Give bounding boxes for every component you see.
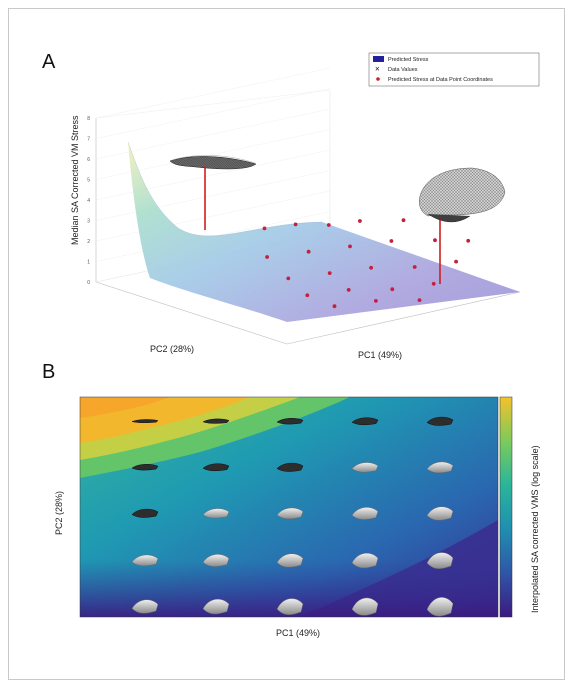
heatmap-frame bbox=[79, 396, 499, 618]
data-point bbox=[369, 265, 373, 270]
shape-thumbnail bbox=[351, 507, 379, 520]
panel-a-3d-surface: 0 1 2 3 4 5 6 7 8 Median SA Corrected VM Stress bbox=[70, 52, 540, 360]
panel-b-heatmap: PC1 (49%) PC2 (28%) Interpolated SA corr… bbox=[54, 396, 540, 638]
legend: Predicted Stress × Data Values Predicted… bbox=[368, 52, 540, 87]
legend-swatch-surface bbox=[373, 56, 384, 62]
predicted-stress-surface bbox=[128, 142, 520, 322]
shape-thumbnail bbox=[202, 463, 230, 472]
shape-thumbnail bbox=[426, 597, 454, 617]
data-point bbox=[293, 222, 298, 227]
data-point bbox=[374, 299, 378, 303]
legend-swatch-x: × bbox=[375, 65, 380, 74]
data-point bbox=[401, 218, 406, 223]
z-tick: 0 bbox=[87, 280, 90, 286]
data-point bbox=[389, 239, 394, 243]
pc1-axis-line bbox=[286, 291, 521, 345]
pc2-axis-line bbox=[95, 281, 288, 345]
z-tick: 4 bbox=[87, 198, 90, 204]
heatmap-field bbox=[80, 397, 498, 617]
shape-thumbnail bbox=[202, 554, 230, 567]
shape-thumbnail bbox=[202, 598, 230, 615]
data-point bbox=[332, 304, 337, 309]
shape-thumbnail bbox=[426, 461, 454, 474]
data-point bbox=[417, 298, 422, 302]
heatmap-x-axis-label: PC1 (49%) bbox=[276, 628, 320, 638]
shape-thumbnail bbox=[351, 462, 379, 473]
z-gridline bbox=[95, 108, 331, 160]
shape-thumbnail bbox=[131, 419, 159, 423]
figure-frame bbox=[8, 8, 565, 680]
data-point bbox=[326, 223, 331, 227]
data-point bbox=[265, 255, 269, 259]
data-point bbox=[358, 219, 362, 223]
legend-entry-predicted: Predicted Stress bbox=[388, 57, 429, 63]
data-points bbox=[262, 212, 471, 309]
broad-shape-thumbnail bbox=[419, 167, 506, 223]
data-point bbox=[433, 238, 437, 243]
data-point bbox=[305, 293, 310, 298]
z-tick: 3 bbox=[87, 219, 90, 225]
data-point bbox=[306, 249, 311, 254]
shape-thumbnail bbox=[276, 462, 304, 472]
shape-thumbnail bbox=[351, 417, 379, 426]
data-point bbox=[346, 288, 351, 292]
colorbar bbox=[499, 396, 513, 618]
data-point bbox=[327, 271, 332, 275]
shape-thumbnail bbox=[276, 598, 304, 615]
z-tick: 6 bbox=[87, 157, 90, 163]
pc1-axis-label: PC1 (49%) bbox=[358, 350, 402, 360]
shape-thumbnail bbox=[202, 508, 230, 519]
z-tick-labels: 0 1 2 3 4 5 6 7 8 bbox=[87, 116, 90, 286]
z-tick: 8 bbox=[87, 116, 90, 122]
legend-entry-at-data: Predicted Stress at Data Point Coordinat… bbox=[388, 77, 493, 83]
legend-swatch-dot bbox=[376, 77, 380, 81]
data-point bbox=[412, 265, 417, 269]
z-gridline bbox=[95, 88, 331, 139]
pc2-axis-label: PC2 (28%) bbox=[150, 344, 194, 354]
colorbar-label: Interpolated SA corrected VMS (log scale… bbox=[530, 445, 540, 613]
z-gridline bbox=[95, 190, 331, 242]
shape-thumbnail bbox=[131, 599, 159, 614]
shape-thumbnail bbox=[276, 418, 304, 425]
panel-a-label: A bbox=[42, 51, 56, 73]
shape-thumbnail bbox=[276, 507, 304, 520]
z-gridline bbox=[95, 170, 331, 221]
data-point bbox=[262, 226, 267, 231]
shape-thumbnail bbox=[351, 552, 379, 569]
heatmap-y-axis-label: PC2 (28%) bbox=[54, 491, 64, 535]
data-point bbox=[286, 276, 291, 281]
shape-thumbnail bbox=[131, 508, 159, 518]
data-point bbox=[390, 287, 395, 292]
shape-thumbnail bbox=[426, 552, 454, 569]
z-tick: 1 bbox=[87, 260, 90, 266]
narrow-shape-thumbnail bbox=[169, 155, 257, 170]
shape-thumbnail bbox=[351, 597, 379, 616]
data-point bbox=[454, 259, 458, 264]
shape-thumbnails-grid bbox=[131, 416, 454, 617]
shape-thumbnail bbox=[131, 464, 159, 471]
panel-b-label: B bbox=[42, 361, 55, 383]
z-axis-label: Median SA Corrected VM Stress bbox=[70, 115, 80, 245]
shape-thumbnail bbox=[276, 553, 304, 568]
shape-thumbnail bbox=[426, 506, 454, 521]
shape-thumbnail bbox=[426, 416, 454, 426]
shape-thumbnail bbox=[131, 554, 159, 567]
z-tick: 7 bbox=[87, 137, 90, 143]
data-point bbox=[348, 244, 352, 249]
data-point bbox=[431, 281, 436, 286]
z-gridline bbox=[95, 67, 331, 119]
z-tick: 5 bbox=[87, 178, 90, 184]
z-tick: 2 bbox=[87, 239, 90, 245]
data-point bbox=[466, 238, 471, 243]
shape-thumbnail bbox=[202, 418, 230, 424]
legend-entry-data: Data Values bbox=[388, 67, 418, 73]
